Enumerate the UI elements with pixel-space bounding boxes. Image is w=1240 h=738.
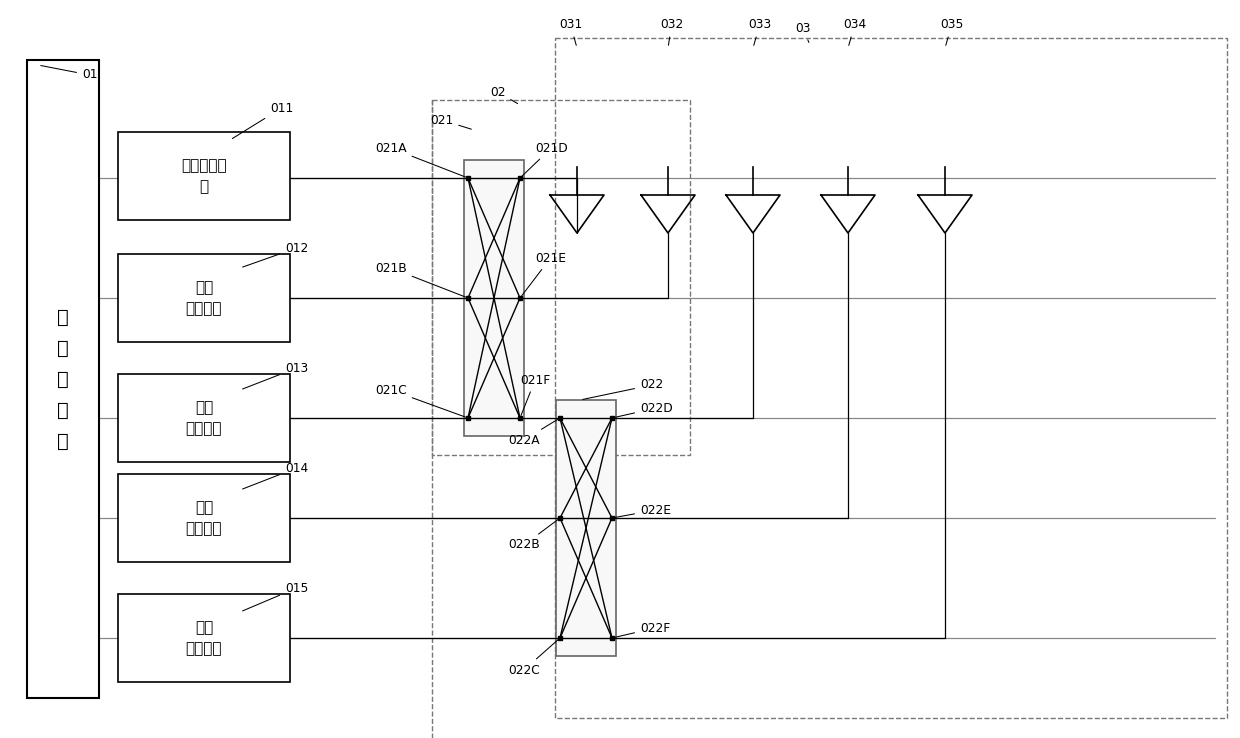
Text: 022A: 022A: [508, 419, 558, 446]
Text: 01: 01: [41, 66, 98, 81]
Text: 射
频
收
发
器: 射 频 收 发 器: [57, 308, 69, 450]
Bar: [556, 38, 1228, 718]
Text: 021A: 021A: [374, 142, 465, 177]
Bar: [118, 374, 290, 462]
Text: 022C: 022C: [508, 640, 558, 677]
Text: 035: 035: [940, 18, 963, 45]
Bar: [464, 160, 525, 436]
Text: 022F: 022F: [615, 621, 671, 638]
Text: 021F: 021F: [520, 373, 551, 415]
Bar: [118, 254, 290, 342]
Text: 013: 013: [243, 362, 309, 389]
Text: 02: 02: [490, 86, 517, 103]
Bar: [118, 594, 290, 682]
Text: 021D: 021D: [522, 142, 568, 176]
Text: 第二
处理模组: 第二 处理模组: [186, 280, 222, 316]
Text: 014: 014: [243, 461, 309, 489]
Text: 第一处理模
组: 第一处理模 组: [181, 158, 227, 194]
Text: 022B: 022B: [508, 520, 558, 551]
Text: 012: 012: [243, 241, 309, 267]
Text: 021: 021: [430, 114, 471, 129]
Text: 03: 03: [795, 21, 811, 43]
Bar: [432, 100, 689, 455]
Text: 032: 032: [660, 18, 683, 45]
Text: 011: 011: [232, 102, 293, 139]
Text: 015: 015: [243, 582, 309, 611]
Text: 034: 034: [843, 18, 867, 45]
Bar: [118, 132, 290, 220]
Text: 031: 031: [559, 18, 583, 45]
Bar: [118, 474, 290, 562]
Bar: [27, 60, 99, 698]
Text: 021C: 021C: [374, 384, 465, 417]
Text: 022: 022: [583, 379, 663, 399]
Bar: [556, 400, 616, 656]
Text: 021B: 021B: [374, 261, 465, 297]
Text: 021E: 021E: [522, 252, 565, 296]
Text: 第五
处理模组: 第五 处理模组: [186, 620, 222, 656]
Text: 第四
处理模组: 第四 处理模组: [186, 500, 222, 536]
Text: 第三
处理模组: 第三 处理模组: [186, 400, 222, 436]
Text: 022D: 022D: [615, 401, 673, 418]
Text: 033: 033: [748, 18, 771, 45]
Text: 022E: 022E: [615, 503, 671, 517]
